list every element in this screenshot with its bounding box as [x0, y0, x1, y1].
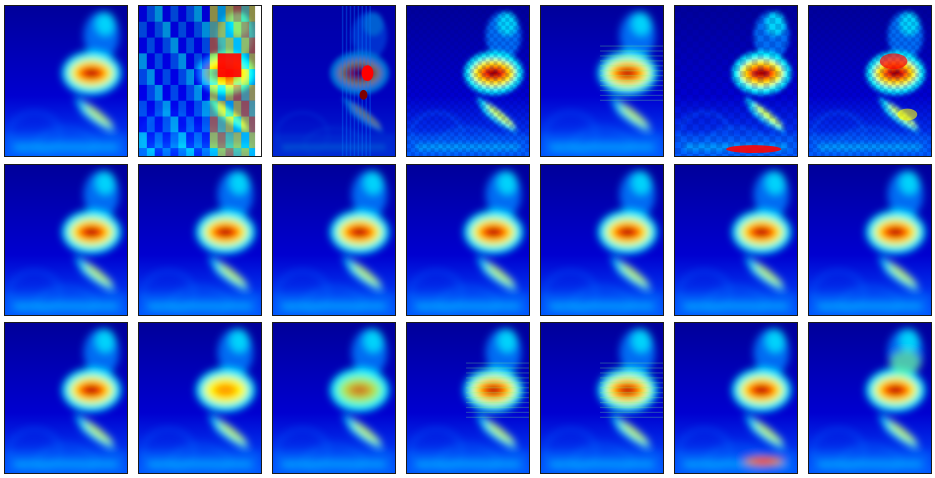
heatmap-panel-r3-c1: [4, 322, 128, 474]
heatmap-panel-r3-c6: [674, 322, 798, 474]
heatmap-panel-r3-c2: [138, 322, 262, 474]
heatmap-panel-r1-c3: [272, 5, 396, 157]
heatmap-panel-r1-c5: [540, 5, 664, 157]
heatmap-panel-r1-c7: [808, 5, 932, 157]
heatmap-panel-r1-c1: [4, 5, 128, 157]
heatmap-panel-r1-c2: [138, 5, 262, 157]
heatmap-panel-r1-c6: [674, 5, 798, 157]
heatmap-panel-r2-c4: [406, 164, 530, 316]
heatmap-panel-r3-c3: [272, 322, 396, 474]
heatmap-panel-r2-c3: [272, 164, 396, 316]
heatmap-panel-r2-c5: [540, 164, 664, 316]
heatmap-panel-r2-c2: [138, 164, 262, 316]
heatmap-panel-r2-c6: [674, 164, 798, 316]
heatmap-panel-r3-c4: [406, 322, 530, 474]
heatmap-panel-r2-c7: [808, 164, 932, 316]
heatmap-panel-r3-c5: [540, 322, 664, 474]
heatmap-panel-r3-c7: [808, 322, 932, 474]
heatmap-panel-r1-c4: [406, 5, 530, 157]
heatmap-panel-r2-c1: [4, 164, 128, 316]
